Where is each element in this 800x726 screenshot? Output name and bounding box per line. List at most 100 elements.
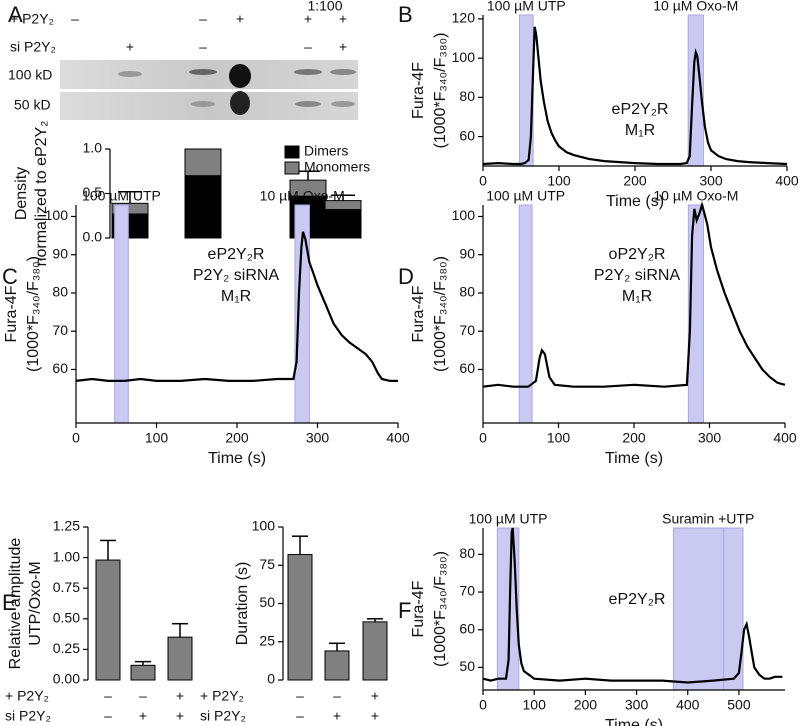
row-label: + P2Y₂ <box>10 11 54 27</box>
y-tick-label: 60 <box>459 127 475 143</box>
y-tick-label: 0.5 <box>83 184 103 200</box>
y-tick-label: 0.75 <box>53 579 80 595</box>
y-tick-label: 50 <box>259 594 275 610</box>
row-label: si P2Y₂ <box>200 708 246 724</box>
y-axis-label: UTP/Oxo-M <box>27 561 44 645</box>
inset-label: P2Y₂ siRNA <box>594 267 681 284</box>
panel-letter: E <box>2 590 17 615</box>
row-mark: – <box>104 708 112 724</box>
y-tick-label: 60 <box>459 620 475 636</box>
x-axis-label: Time (s) <box>605 717 663 726</box>
y-tick-label: 100 <box>252 518 276 534</box>
lane-mark: + <box>339 39 347 55</box>
legend-label: Dimers <box>304 143 348 159</box>
row-label: + P2Y₂ <box>200 688 244 704</box>
x-tick-label: 400 <box>773 430 797 446</box>
x-tick-label: 0 <box>479 430 487 446</box>
y-tick-label: 25 <box>259 632 275 648</box>
inset-label: M₁R <box>221 288 251 305</box>
bar <box>95 559 121 681</box>
bar <box>184 175 222 239</box>
lane-mark: – <box>304 39 312 55</box>
inset-label: eP2Y₂R <box>609 591 666 608</box>
row-mark: + <box>176 708 184 724</box>
trace <box>75 231 398 382</box>
legend-label: Monomers <box>304 159 370 175</box>
panel-letter: D <box>398 264 414 289</box>
bar <box>130 664 156 681</box>
x-axis-label: Time (s) <box>605 450 663 467</box>
lane-mark: + <box>126 39 134 55</box>
y-axis-label: (1000*F₃₄₀/F₃₈₀) <box>25 256 42 372</box>
row-mark: + <box>139 708 147 724</box>
y-tick-label: 0.50 <box>53 610 80 626</box>
x-axis-label: Time (s) <box>208 450 266 467</box>
y-axis-label: (1000*F₃₄₀/F₃₈₀) <box>432 256 449 372</box>
stimulus-label: 100 µM UTP <box>469 511 548 527</box>
y-tick-label: 75 <box>259 556 275 572</box>
x-tick-label: 0 <box>479 173 487 189</box>
lane-mark: + <box>236 11 244 27</box>
stimulus-label: 100 µM UTP <box>486 188 565 204</box>
bar <box>184 148 222 177</box>
gel-band <box>230 91 250 115</box>
x-tick-label: 500 <box>727 697 751 713</box>
inset-label: M₁R <box>622 288 652 305</box>
y-tick-label: 90 <box>459 245 475 261</box>
x-tick-label: 300 <box>698 430 722 446</box>
x-tick-label: 200 <box>225 430 249 446</box>
blot: 1:100 + P2Y₂ si P2Y₂ 100 kD 50 kD <box>8 0 358 120</box>
y-tick-label: 1.25 <box>53 518 80 534</box>
y-axis-label: Fura-4F <box>410 580 427 637</box>
lane-mark: + <box>339 11 347 27</box>
y-axis-label: Duration (s) <box>234 562 251 646</box>
y-axis-label: (1000*F₃₄₀/F₃₈₀) <box>432 33 449 149</box>
row-mark: – <box>139 688 147 704</box>
gel-band <box>330 69 356 75</box>
stimulus-window <box>114 204 129 424</box>
gel-band <box>331 101 355 107</box>
gel-band <box>118 71 142 77</box>
y-tick-label: 80 <box>52 284 68 300</box>
y-tick-label: 50 <box>459 658 475 674</box>
y-tick-label: 1.00 <box>53 548 80 564</box>
y-tick-label: 70 <box>459 322 475 338</box>
x-tick-label: 100 <box>523 697 547 713</box>
stimulus-label: 10 µM Oxo-M <box>653 188 738 204</box>
inset-label: eP2Y₂R <box>612 101 669 118</box>
y-axis-label: Relative amplitude <box>7 538 24 670</box>
y-axis-label: Fura-4F <box>3 285 20 342</box>
row-mark: – <box>333 688 341 704</box>
y-axis-label: Fura-4F <box>410 285 427 342</box>
trace <box>482 201 786 388</box>
x-tick-label: 200 <box>623 173 647 189</box>
row-mark: + <box>333 708 341 724</box>
lane-mark: + <box>304 11 312 27</box>
y-tick-label: 80 <box>459 284 475 300</box>
y-tick-label: 100 <box>452 207 476 223</box>
inset-label: P2Y₂ siRNA <box>193 267 280 284</box>
x-tick-label: 0 <box>479 697 487 713</box>
y-tick-label: 70 <box>52 322 68 338</box>
gel-band <box>294 69 322 75</box>
x-tick-label: 400 <box>386 430 410 446</box>
y-tick-label: 60 <box>459 360 475 376</box>
bar <box>167 636 193 681</box>
y-tick-label: 120 <box>452 10 476 26</box>
y-tick-label: 100 <box>45 207 69 223</box>
lane-mark: – <box>199 39 207 55</box>
y-axis-label: normalized to eP2Y₂ <box>33 121 50 267</box>
stimulus-label: Suramin +UTP <box>662 511 754 527</box>
y-tick-label: 80 <box>459 88 475 104</box>
panel-letter: C <box>2 264 18 289</box>
x-tick-label: 100 <box>547 430 571 446</box>
row-mark: – <box>296 688 304 704</box>
gel-band <box>295 101 321 107</box>
y-tick-label: 0.25 <box>53 640 80 656</box>
x-tick-label: 300 <box>306 430 330 446</box>
y-tick-label: 0.00 <box>53 671 80 687</box>
x-tick-label: 200 <box>574 697 598 713</box>
dilution-label: 1:100 <box>307 0 342 14</box>
y-tick-label: 70 <box>459 583 475 599</box>
